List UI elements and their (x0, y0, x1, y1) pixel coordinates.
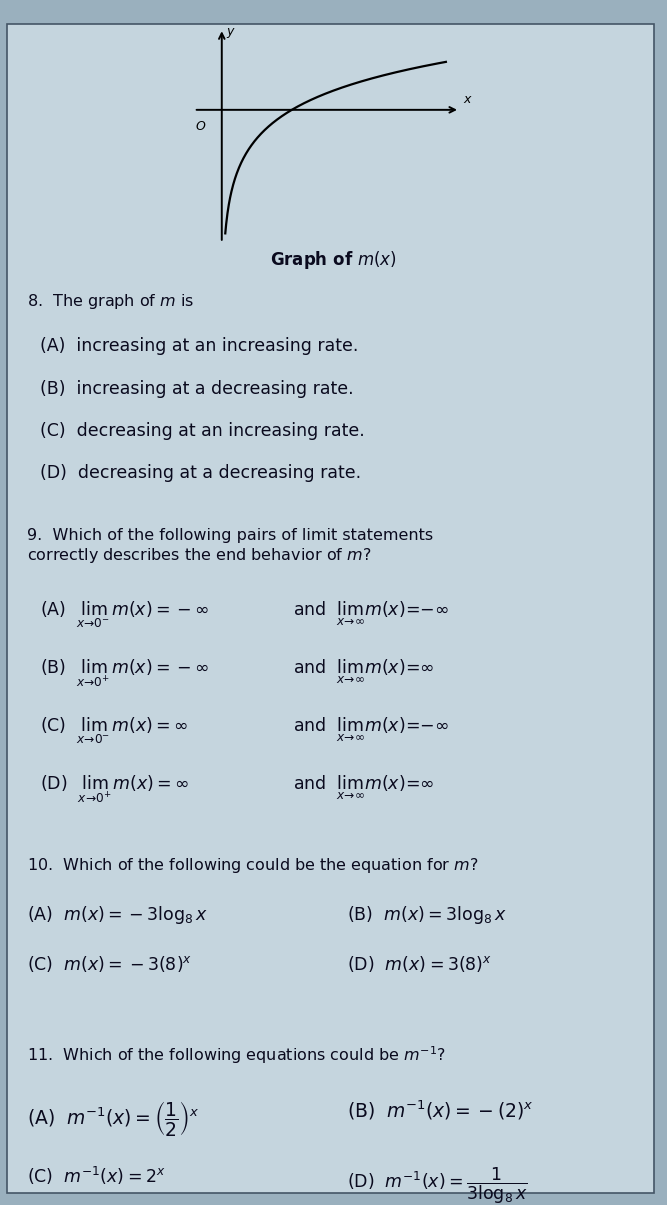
Text: and  $\lim_{x\to \infty} m(x)=-\infty$: and $\lim_{x\to \infty} m(x)=-\infty$ (293, 600, 450, 628)
Text: (B)  $m^{-1}(x)=-(2)^x$: (B) $m^{-1}(x)=-(2)^x$ (347, 1099, 534, 1123)
Text: 8.  The graph of $m$ is: 8. The graph of $m$ is (27, 292, 194, 311)
Text: (C)  $m^{-1}(x)=2^x$: (C) $m^{-1}(x)=2^x$ (27, 1165, 165, 1187)
Text: and  $\lim_{x\to \infty} m(x)=\infty$: and $\lim_{x\to \infty} m(x)=\infty$ (293, 774, 435, 801)
Text: and  $\lim_{x\to \infty} m(x)=\infty$: and $\lim_{x\to \infty} m(x)=\infty$ (293, 658, 435, 686)
Text: (A)  $m(x)=-3\log_8 x$: (A) $m(x)=-3\log_8 x$ (27, 904, 208, 925)
Text: (D)  $\lim_{x\to 0^+} m(x)=\infty$: (D) $\lim_{x\to 0^+} m(x)=\infty$ (40, 774, 189, 805)
Text: (D)  $m(x)=3(8)^x$: (D) $m(x)=3(8)^x$ (347, 954, 492, 975)
Text: Graph of $m(x)$: Graph of $m(x)$ (270, 249, 397, 271)
Text: (C)  decreasing at an increasing rate.: (C) decreasing at an increasing rate. (40, 422, 365, 440)
Text: (A)  $\lim_{x\to 0^-} m(x)=-\infty$: (A) $\lim_{x\to 0^-} m(x)=-\infty$ (40, 600, 209, 630)
Text: 9.  Which of the following pairs of limit statements
correctly describes the end: 9. Which of the following pairs of limit… (27, 528, 433, 565)
Text: (C)  $\lim_{x\to 0^-} m(x)=\infty$: (C) $\lim_{x\to 0^-} m(x)=\infty$ (40, 716, 188, 746)
Text: and  $\lim_{x\to \infty} m(x)=-\infty$: and $\lim_{x\to \infty} m(x)=-\infty$ (293, 716, 450, 743)
Text: $x$: $x$ (464, 94, 473, 106)
Text: $y$: $y$ (226, 25, 236, 40)
Text: (B)  increasing at a decreasing rate.: (B) increasing at a decreasing rate. (40, 380, 354, 398)
Text: (B)  $m(x)=3\log_8 x$: (B) $m(x)=3\log_8 x$ (347, 904, 507, 925)
Text: 10.  Which of the following could be the equation for $m$?: 10. Which of the following could be the … (27, 856, 478, 875)
Text: $O$: $O$ (195, 120, 206, 133)
Text: (C)  $m(x)=-3(8)^x$: (C) $m(x)=-3(8)^x$ (27, 954, 192, 975)
Text: (D)  decreasing at a decreasing rate.: (D) decreasing at a decreasing rate. (40, 464, 361, 482)
Text: 11.  Which of the following equations could be $m^{-1}$?: 11. Which of the following equations cou… (27, 1045, 446, 1066)
Text: (A)  increasing at an increasing rate.: (A) increasing at an increasing rate. (40, 337, 358, 355)
Text: (B)  $\lim_{x\to 0^+} m(x)=-\infty$: (B) $\lim_{x\to 0^+} m(x)=-\infty$ (40, 658, 209, 689)
FancyBboxPatch shape (7, 24, 654, 1193)
Text: (D)  $m^{-1}(x)=\dfrac{1}{3\log_8 x}$: (D) $m^{-1}(x)=\dfrac{1}{3\log_8 x}$ (347, 1165, 528, 1205)
Text: (A)  $m^{-1}(x)=\left(\dfrac{1}{2}\right)^x$: (A) $m^{-1}(x)=\left(\dfrac{1}{2}\right)… (27, 1099, 199, 1138)
